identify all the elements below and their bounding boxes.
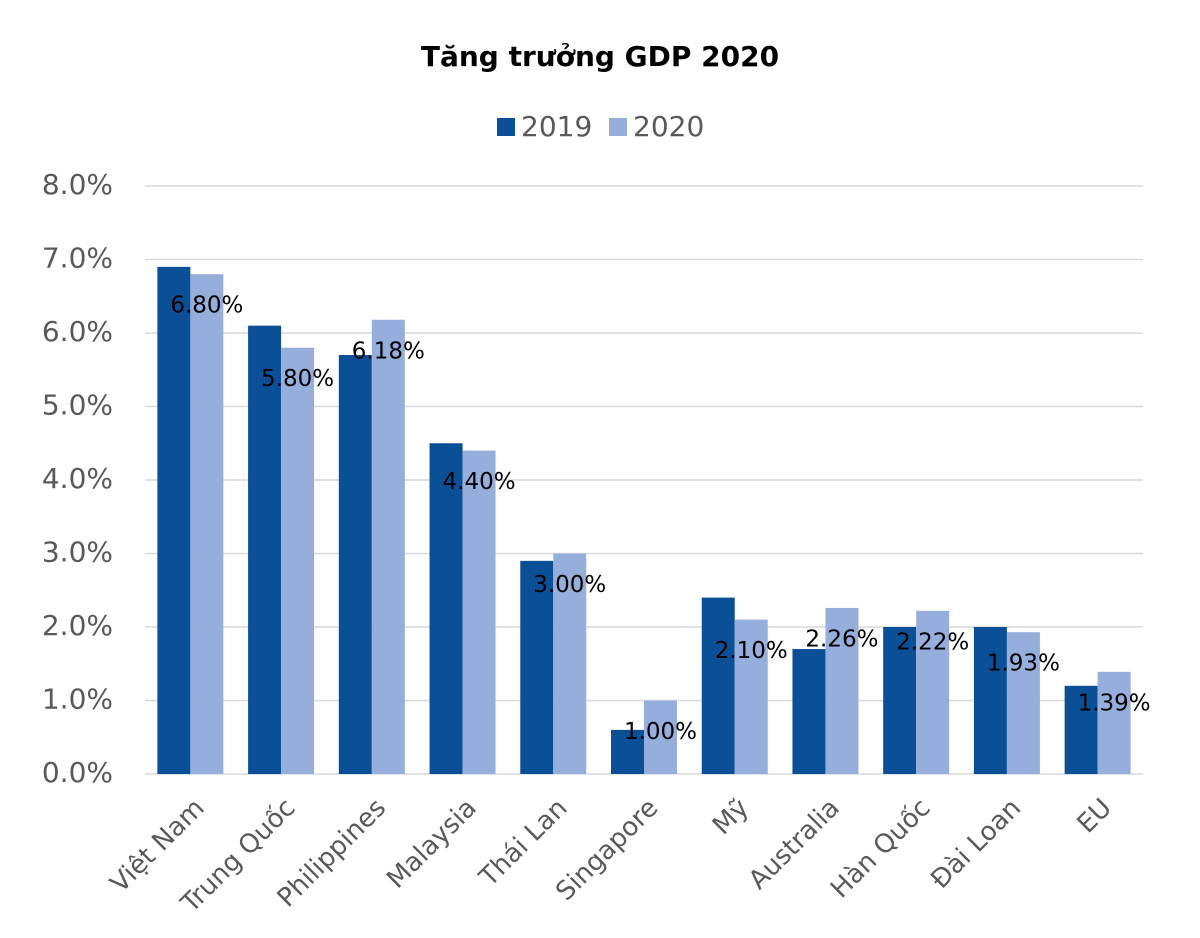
- data-label: 3.00%: [533, 572, 606, 598]
- bar: [462, 450, 496, 774]
- bar: [157, 266, 191, 774]
- bar: [1006, 632, 1040, 774]
- bar: [281, 347, 315, 774]
- y-tick-label: 2.0%: [42, 609, 113, 642]
- data-label: 4.40%: [443, 469, 516, 495]
- bar: [973, 627, 1007, 774]
- bar: [338, 355, 372, 774]
- legend-label: 2019: [521, 110, 592, 143]
- x-tick-label: Mỹ: [707, 793, 755, 841]
- bar: [734, 619, 768, 774]
- x-tick-label: Đài Loan: [925, 793, 1027, 895]
- data-label: 6.18%: [352, 338, 425, 364]
- legend-swatch: [497, 118, 515, 136]
- bar: [916, 610, 950, 774]
- x-tick-label: EU: [1072, 793, 1118, 839]
- y-tick-label: 7.0%: [42, 242, 113, 275]
- bar: [520, 560, 554, 774]
- bar: [644, 700, 677, 774]
- bar: [429, 443, 463, 774]
- y-tick-label: 8.0%: [42, 168, 113, 201]
- x-tick-label: Malaysia: [381, 793, 483, 895]
- bar: [792, 649, 826, 774]
- data-label: 1.39%: [1078, 690, 1151, 716]
- data-label: 1.00%: [624, 719, 697, 745]
- data-label: 1.93%: [987, 651, 1060, 677]
- y-tick-label: 6.0%: [42, 315, 113, 348]
- data-label: 2.10%: [715, 638, 788, 664]
- y-tick-label: 5.0%: [42, 389, 113, 422]
- legend-label: 2020: [633, 110, 704, 143]
- bar: [1064, 685, 1098, 774]
- data-label: 5.80%: [261, 366, 334, 392]
- data-label: 6.80%: [170, 293, 243, 319]
- bar: [611, 729, 644, 774]
- bar: [190, 274, 224, 774]
- bar: [701, 597, 735, 774]
- y-tick-label: 0.0%: [42, 756, 113, 789]
- chart-title: Tăng trưởng GDP 2020: [421, 40, 779, 73]
- y-tick-label: 1.0%: [42, 683, 113, 716]
- data-label: 2.26%: [805, 626, 878, 652]
- bar: [371, 319, 405, 774]
- data-label: 2.22%: [896, 629, 969, 655]
- y-tick-label: 4.0%: [42, 462, 113, 495]
- bar: [825, 607, 859, 774]
- legend-swatch: [609, 118, 627, 136]
- bar: [883, 627, 917, 774]
- x-tick-label: Hàn Quốc: [825, 793, 936, 904]
- y-tick-label: 3.0%: [42, 536, 113, 569]
- bar: [553, 553, 587, 774]
- bar: [1097, 671, 1131, 774]
- bar: [248, 325, 282, 774]
